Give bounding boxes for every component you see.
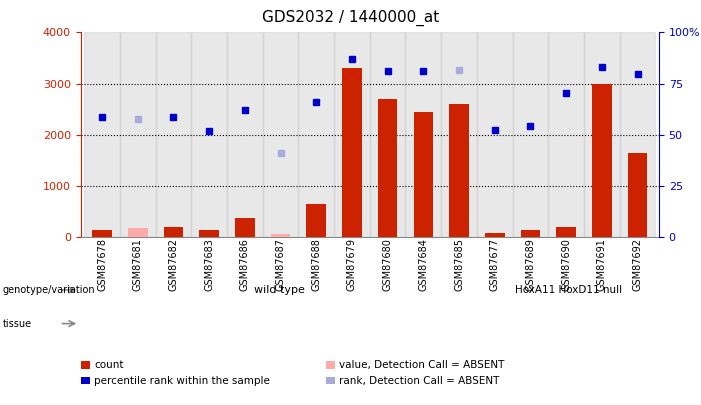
Bar	[227, 32, 263, 237]
Bar	[512, 32, 548, 237]
Bar	[405, 32, 441, 237]
Bar	[521, 230, 540, 237]
Text: HoxA11 HoxD11 null: HoxA11 HoxD11 null	[515, 285, 622, 295]
Bar	[627, 153, 647, 237]
Bar	[592, 83, 612, 237]
Bar	[271, 234, 290, 237]
Bar	[93, 230, 112, 237]
Text: genotype/variation: genotype/variation	[3, 285, 95, 295]
Bar	[191, 32, 227, 237]
Bar	[485, 233, 505, 237]
Bar	[548, 32, 584, 237]
Text: tissue: tissue	[3, 319, 32, 328]
Bar	[342, 68, 362, 237]
Bar	[263, 32, 299, 237]
Bar	[334, 32, 370, 237]
Text: ureteric bud: ureteric bud	[374, 319, 438, 328]
Bar	[441, 32, 477, 237]
Bar	[120, 32, 156, 237]
Text: value, Detection Call = ABSENT: value, Detection Call = ABSENT	[339, 360, 505, 370]
Bar	[584, 32, 620, 237]
Bar	[477, 32, 512, 237]
Bar	[414, 112, 433, 237]
Text: GDS2032 / 1440000_at: GDS2032 / 1440000_at	[262, 10, 439, 26]
Text: count: count	[94, 360, 123, 370]
Bar	[156, 32, 191, 237]
Bar	[128, 228, 147, 237]
Text: percentile rank within the sample: percentile rank within the sample	[94, 376, 270, 386]
Bar	[449, 104, 469, 237]
Bar	[620, 32, 655, 237]
Text: metanephric mesenchyme: metanephric mesenchyme	[137, 319, 277, 328]
Bar	[299, 32, 334, 237]
Bar	[370, 32, 405, 237]
Text: metanephric mesenchyme: metanephric mesenchyme	[499, 319, 639, 328]
Bar	[235, 218, 254, 237]
Bar	[199, 230, 219, 237]
Bar	[557, 227, 576, 237]
Bar	[306, 204, 326, 237]
Text: wild type: wild type	[254, 285, 305, 295]
Text: rank, Detection Call = ABSENT: rank, Detection Call = ABSENT	[339, 376, 500, 386]
Bar	[378, 99, 397, 237]
Bar	[163, 227, 183, 237]
Bar	[84, 32, 120, 237]
